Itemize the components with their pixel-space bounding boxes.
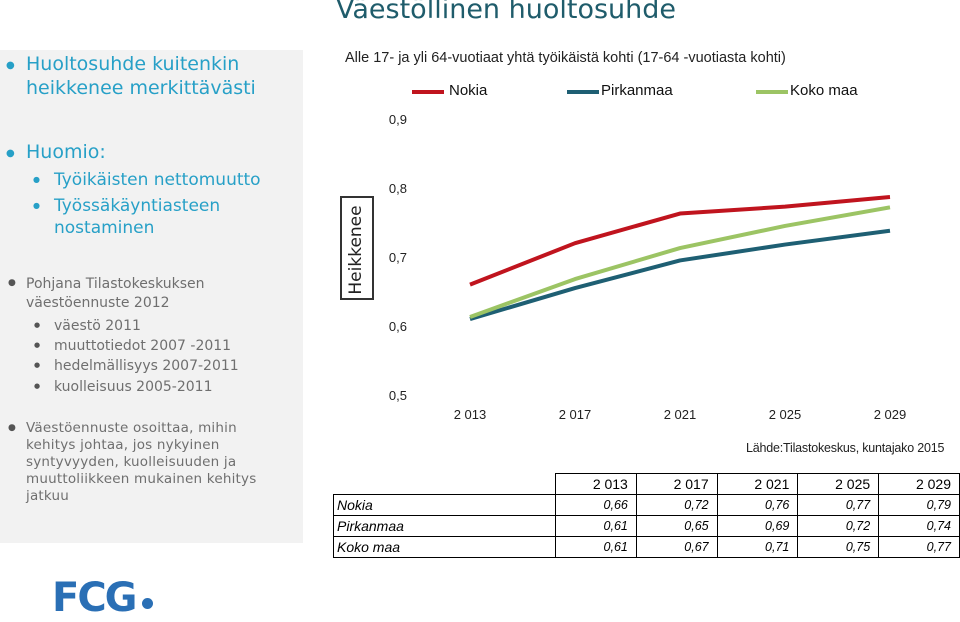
table-cell: 0,77 (797, 494, 880, 516)
bullet-icon: ● (6, 148, 15, 159)
series-line-nokia (469, 194, 891, 287)
left-panel (0, 50, 303, 543)
trend-label-box (340, 196, 374, 300)
legend-swatch-nokia (412, 90, 444, 94)
source-item: hedelmällisyys 2007-2011 (54, 358, 239, 374)
logo-dot-icon (142, 598, 153, 609)
source-heading-line-1: Pohjana Tilastokeskuksen (26, 276, 205, 292)
page-title: Väestöllinen huoltosuhde (336, 0, 677, 25)
y-tick-label: 0,7 (389, 250, 407, 265)
table-cell: 0,61 (555, 536, 637, 558)
table-cell: 0,71 (716, 536, 799, 558)
table-cell: 0,76 (716, 494, 799, 516)
source-note: Lähde:Tilastokeskus, kuntajako 2015 (746, 441, 945, 455)
note-item-1: Työikäisten nettomuutto (54, 170, 261, 190)
bullet-icon: ● (6, 60, 15, 71)
x-tick-label: 2 029 (874, 407, 907, 422)
source-item: kuolleisuus 2005-2011 (54, 379, 213, 395)
line-chart: 0,9 0,8 0,7 0,6 0,5 2 013 2 017 2 021 2 025 2 029 (389, 112, 907, 422)
table-cell: 0,65 (635, 515, 718, 537)
row-label: Nokia (332, 494, 557, 516)
data-table: 2 013 2 017 2 021 2 025 2 029 Nokia 0,66… (332, 473, 960, 558)
y-tick-label: 0,8 (389, 181, 407, 196)
row-label: Pirkanmaa (332, 515, 557, 537)
bullet-icon: ● (33, 201, 40, 210)
legend-swatch-pirkanmaa (567, 90, 599, 94)
table-header: 2 017 (635, 473, 718, 495)
table-cell: 0,69 (716, 515, 799, 537)
table-row: Nokia 0,66 0,72 0,76 0,77 0,79 (332, 494, 960, 516)
table-corner (334, 474, 556, 495)
table-header-row: 2 013 2 017 2 021 2 025 2 029 (334, 473, 960, 495)
projection-line: jatkuu (26, 488, 70, 504)
projection-line: syntyvyyden, kuolleisuuden ja (26, 454, 237, 470)
table-cell: 0,77 (878, 536, 960, 558)
x-tick-label: 2 013 (454, 407, 487, 422)
bullet-icon: ● (8, 278, 16, 288)
table-row: Pirkanmaa 0,61 0,65 0,69 0,72 0,74 (332, 515, 960, 537)
projection-line: muuttoliikkeen mukainen kehitys (26, 471, 257, 487)
x-tick-label: 2 021 (664, 407, 697, 422)
bullet-icon: ● (34, 321, 41, 329)
table-cell: 0,61 (555, 515, 637, 537)
projection-line: kehitys johtaa, jos nykyinen (26, 437, 220, 453)
y-tick-label: 0,6 (389, 319, 407, 334)
headline-line-2: heikkenee merkittävästi (26, 77, 256, 99)
table-cell: 0,67 (635, 536, 718, 558)
note-heading: Huomio: (26, 141, 106, 163)
table-cell: 0,72 (797, 515, 880, 537)
table-header: 2 029 (878, 473, 960, 495)
table-cell: 0,74 (878, 515, 960, 537)
legend-label-pirkanmaa: Pirkanmaa (601, 82, 673, 99)
x-tick-label: 2 017 (559, 407, 592, 422)
bullet-icon: ● (34, 361, 41, 369)
y-tick-label: 0,9 (389, 112, 407, 127)
bullet-icon: ● (34, 341, 41, 349)
table-row: Koko maa 0,61 0,67 0,71 0,75 0,77 (332, 536, 960, 558)
source-heading-line-2: väestöennuste 2012 (26, 295, 170, 311)
fcg-logo: FCG (52, 575, 138, 621)
table-cell: 0,66 (555, 494, 637, 516)
row-label: Koko maa (332, 536, 557, 558)
headline-line-1: Huoltosuhde kuitenkin (26, 53, 240, 75)
source-item: väestö 2011 (54, 318, 141, 334)
table-header: 2 021 (716, 473, 799, 495)
trend-label: Heikkenee (346, 205, 366, 295)
legend-label-nokia: Nokia (449, 82, 488, 99)
table-cell: 0,79 (878, 494, 960, 516)
note-item-2-line-2: nostaminen (54, 218, 155, 238)
bullet-icon: ● (33, 175, 40, 184)
y-tick-label: 0,5 (389, 388, 407, 403)
table-cell: 0,75 (797, 536, 880, 558)
series-line-pirkanmaa (469, 228, 891, 322)
table-header: 2 013 (555, 473, 637, 495)
note-item-2-line-1: Työssäkäyntiasteen (54, 196, 221, 216)
bullet-icon: ● (8, 423, 16, 433)
legend-swatch-koko-maa (756, 90, 788, 94)
series-line-koko-maa (469, 205, 891, 319)
projection-line: Väestöennuste osoittaa, mihin (26, 420, 237, 436)
chart-subtitle: Alle 17- ja yli 64-vuotiaat yhtä työikäi… (345, 50, 786, 66)
table-cell: 0,72 (635, 494, 718, 516)
source-item: muuttotiedot 2007 -2011 (54, 338, 232, 354)
x-tick-label: 2 025 (769, 407, 802, 422)
legend-label-koko-maa: Koko maa (790, 82, 858, 99)
table-header: 2 025 (797, 473, 880, 495)
bullet-icon: ● (34, 382, 41, 390)
